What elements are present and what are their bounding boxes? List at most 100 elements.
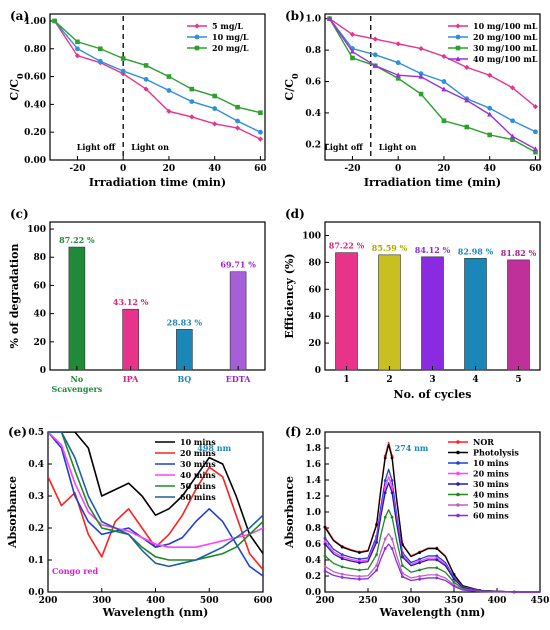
data-point [390, 479, 394, 482]
data-point [401, 575, 404, 579]
data-point [326, 15, 333, 21]
x-axis-label: No. of cycles [394, 388, 472, 401]
y-axis-label: Efficiency (%) [283, 253, 296, 338]
legend-entry: 60 mins [473, 511, 509, 521]
x-tick-label: 20 [163, 164, 176, 174]
y-axis-label: Absorbance [6, 476, 19, 549]
data-point [349, 48, 356, 54]
y-tick-label: 0.2 [305, 140, 321, 150]
category-label: BQ [178, 374, 192, 384]
legend-entry: 40 mins [180, 470, 216, 480]
data-point [212, 93, 217, 99]
y-tick-label: 1.0 [305, 15, 321, 25]
legend-marker [456, 503, 460, 507]
spectrum-line [324, 509, 540, 593]
data-point [97, 58, 103, 64]
data-point [390, 485, 394, 489]
y-tick-label: 0.80 [24, 45, 46, 55]
x-tick-label: 200 [316, 596, 335, 606]
data-point [340, 553, 344, 557]
x-axis-label: Wavelength (nm) [379, 606, 486, 619]
data-point [441, 79, 447, 84]
y-axis-label: C/C0 [8, 73, 25, 101]
legend-marker [456, 450, 460, 455]
data-point [383, 456, 387, 460]
y-tick-label: 40 [308, 312, 321, 322]
data-point [418, 73, 424, 79]
data-point [418, 557, 421, 561]
legend-marker [456, 492, 460, 497]
legend-marker [194, 34, 200, 40]
category-label: 4 [472, 375, 478, 385]
y-tick-label: 0.1 [28, 556, 44, 566]
legend-entry: NOR [473, 437, 494, 447]
bar-data-label: 81.82 % [501, 248, 537, 258]
panel-label: (b) [285, 9, 305, 23]
legend-entry: 50 mins [473, 500, 509, 510]
legend-marker [456, 482, 460, 486]
data-point [323, 569, 327, 573]
legend-entry: 30 mg/100 mL [473, 43, 538, 53]
x-tick-label: 60 [254, 164, 267, 174]
category-label: 1 [343, 375, 349, 385]
data-point [464, 64, 470, 70]
data-point [358, 561, 361, 565]
spectrum-line [48, 432, 263, 549]
data-point [235, 118, 240, 124]
light-off-label: Light off [77, 142, 116, 152]
legend-marker [455, 34, 461, 40]
data-point [234, 125, 241, 131]
y-tick-label: 2.0 [305, 428, 321, 438]
subscript: 0 [15, 73, 25, 79]
data-point [340, 572, 344, 576]
bar-data-label: 87.22 % [59, 235, 95, 245]
legend-entry: 5 mg/L [212, 21, 243, 31]
bar [122, 308, 139, 371]
data-point [323, 536, 327, 540]
data-point [375, 568, 378, 572]
y-tick-label: 20 [33, 338, 46, 348]
category-label: 2 [386, 375, 392, 385]
data-point [189, 99, 195, 104]
data-point [418, 568, 421, 572]
peak-label: 274 nm [395, 443, 429, 453]
bar-data-label: 69.71 % [220, 260, 256, 270]
y-tick-label: 0.8 [305, 46, 321, 56]
y-tick-label: 100 [27, 225, 46, 235]
legend-marker [456, 440, 460, 444]
spectrum-line [324, 443, 540, 593]
data-point [509, 85, 516, 91]
y-tick-label: 1.8 [305, 444, 321, 454]
series-line [328, 18, 536, 153]
data-point [532, 104, 539, 110]
data-point [372, 36, 378, 42]
y-tick-label: 0.60 [24, 73, 46, 83]
x-axis-label: Irradiation time (min) [364, 176, 501, 189]
data-point [418, 561, 421, 565]
bar [421, 256, 444, 371]
panel-label: (f) [285, 425, 302, 439]
y-tick-label: 0.00 [24, 156, 46, 166]
data-point [383, 485, 387, 489]
data-point [383, 479, 387, 482]
data-point [435, 554, 439, 558]
x-tick-label: 60 [529, 164, 542, 174]
bar-data-label: 43.12 % [113, 297, 149, 307]
legend-entry: 10 mins [180, 437, 216, 447]
category-label: 3 [429, 375, 435, 385]
bar [335, 252, 358, 371]
legend-marker [194, 23, 200, 29]
x-tick-label: 200 [39, 596, 58, 606]
bar [176, 329, 193, 371]
legend-entry: 40 mg/100 mL [473, 54, 538, 64]
data-point [75, 46, 80, 52]
data-point [390, 491, 394, 495]
data-point [452, 584, 456, 588]
data-point [390, 537, 394, 541]
y-tick-label: 0.5 [28, 428, 44, 438]
x-tick-label: 20 [438, 164, 451, 174]
data-point [512, 590, 516, 594]
legend-entry: 40 mins [473, 490, 509, 500]
data-point [98, 46, 103, 52]
series-line [54, 20, 261, 114]
